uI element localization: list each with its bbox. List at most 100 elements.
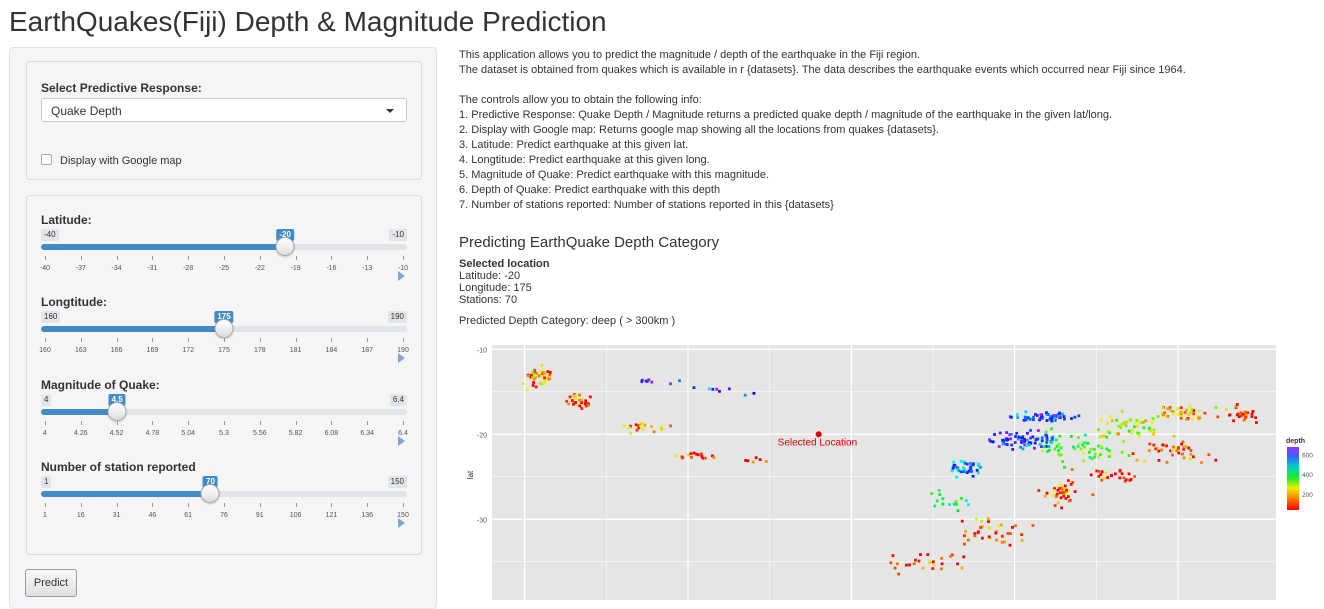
- data-point: [933, 504, 937, 508]
- slider-tick-label: -34: [111, 265, 122, 272]
- data-point: [534, 385, 538, 389]
- slider-tick: [116, 503, 118, 507]
- data-point: [1051, 414, 1055, 418]
- data-point: [1040, 415, 1043, 419]
- google-map-checkbox-label: Display with Google map: [60, 155, 182, 167]
- slider-tick: [259, 503, 261, 507]
- data-point: [1166, 415, 1170, 418]
- data-point: [700, 454, 704, 458]
- data-point: [1059, 485, 1062, 489]
- data-point: [964, 499, 968, 503]
- intro-line: The dataset is obtained from quakes whic…: [459, 64, 1186, 76]
- data-point: [1151, 420, 1154, 424]
- data-point: [692, 451, 696, 455]
- data-point: [586, 403, 590, 407]
- google-map-checkbox[interactable]: Display with Google map: [41, 154, 182, 167]
- response-select[interactable]: Quake Depth: [41, 98, 407, 122]
- data-point: [1015, 413, 1019, 416]
- data-point: [1187, 413, 1191, 416]
- data-point: [1097, 475, 1101, 478]
- slider-tick: [367, 421, 369, 425]
- slider-handle[interactable]: [107, 402, 127, 421]
- data-point: [707, 387, 711, 391]
- data-point: [546, 370, 550, 373]
- slider-tick-label: 4: [43, 430, 47, 437]
- data-point: [1090, 457, 1094, 461]
- slider-tick: [259, 256, 261, 260]
- annotation-layer: Selected Location: [778, 431, 857, 448]
- data-point: [1047, 445, 1051, 448]
- data-point: [1009, 437, 1012, 441]
- data-point: [978, 465, 982, 469]
- data-point: [1156, 415, 1160, 418]
- slider-tick-label: 166: [110, 347, 123, 354]
- play-icon[interactable]: [398, 353, 405, 363]
- data-point: [1172, 412, 1176, 416]
- longitude-slider[interactable]: 160 190 175 160 163 166 169 172 175 178 181 184 187 1…: [39, 311, 409, 381]
- data-point: [1181, 452, 1184, 456]
- play-icon[interactable]: [398, 436, 405, 446]
- data-point: [1010, 443, 1014, 447]
- data-point: [1188, 457, 1192, 461]
- data-point: [546, 376, 550, 380]
- data-point: [627, 425, 631, 429]
- data-point: [1147, 449, 1151, 452]
- data-point: [1044, 433, 1048, 437]
- data-point: [931, 567, 935, 570]
- checkbox-icon[interactable]: [41, 154, 52, 165]
- data-point: [1081, 443, 1085, 447]
- slider-handle[interactable]: [275, 237, 295, 256]
- stations-slider[interactable]: 1 150 70 1 16 31 46 61 76 91 106 121 136 150: [41, 476, 409, 546]
- data-point: [1011, 525, 1014, 529]
- data-point: [1203, 411, 1207, 415]
- data-point: [1072, 445, 1075, 449]
- data-point: [1052, 419, 1056, 422]
- magnitude-label: Magnitude of Quake:: [41, 378, 160, 392]
- data-point: [1154, 447, 1157, 451]
- data-point: [530, 373, 533, 377]
- data-point: [1063, 484, 1067, 488]
- data-point: [962, 470, 966, 473]
- latitude-slider[interactable]: -40 -10 -20 -40 -37 -34 -31 -28 -25 -22 -19 -16 -13-…: [40, 229, 408, 299]
- data-point: [580, 398, 584, 402]
- data-point: [1179, 416, 1183, 420]
- data-point: [987, 520, 990, 524]
- data-point: [568, 395, 572, 399]
- data-point: [701, 456, 705, 460]
- data-point: [1062, 487, 1066, 491]
- data-point: [1147, 426, 1151, 430]
- data-point: [1022, 418, 1026, 422]
- data-point: [1106, 429, 1110, 433]
- data-point: [1070, 417, 1073, 420]
- data-point: [1035, 414, 1039, 417]
- data-point: [532, 381, 536, 384]
- data-point: [1057, 415, 1060, 418]
- data-point: [1044, 430, 1048, 434]
- data-point: [1141, 420, 1145, 424]
- play-icon[interactable]: [398, 518, 405, 528]
- data-point: [1097, 469, 1101, 473]
- magnitude-slider[interactable]: 4 6.4 4.5 4 4.26 4.52 4.78 5.04 5.3 5.56 5.82 6.08 6…: [41, 394, 408, 464]
- data-point: [1089, 473, 1093, 477]
- slider-tick: [116, 421, 118, 425]
- slider-handle[interactable]: [214, 319, 234, 338]
- data-point: [1009, 415, 1013, 419]
- data-point: [1152, 428, 1156, 432]
- data-point: [994, 530, 998, 533]
- slider-handle[interactable]: [200, 484, 220, 503]
- predict-button[interactable]: Predict: [25, 569, 77, 597]
- slider-tick: [367, 338, 369, 342]
- play-icon[interactable]: [398, 271, 405, 281]
- slider-tick-label: 184: [325, 347, 338, 354]
- data-point: [1139, 421, 1142, 424]
- data-point: [995, 538, 998, 542]
- slider-tick-label: 163: [74, 347, 87, 354]
- data-point: [690, 455, 693, 459]
- data-point: [1059, 453, 1063, 457]
- slider-max-label: 190: [387, 311, 407, 323]
- y-axis: -10 -20 -30: [477, 347, 487, 524]
- data-point: [1192, 409, 1196, 412]
- data-point: [1057, 449, 1060, 452]
- data-point: [727, 387, 731, 391]
- data-point: [1050, 427, 1053, 431]
